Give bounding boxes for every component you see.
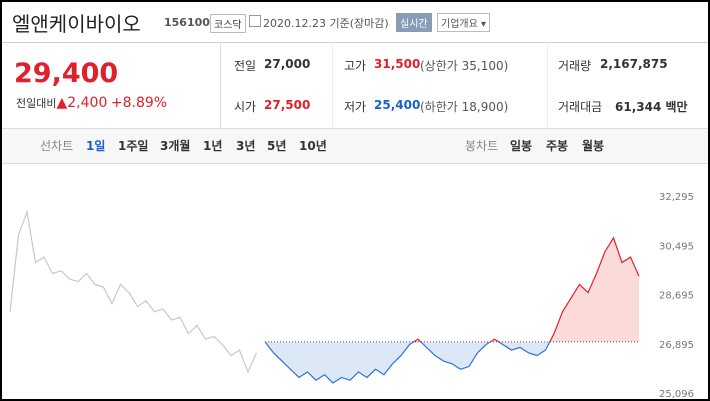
y-tick-label: 26,895 <box>659 340 694 351</box>
divider <box>2 42 708 43</box>
tab-label: 선차트 <box>40 139 74 153</box>
tab-bar <box>2 128 708 164</box>
period-tab[interactable]: 1주일 <box>118 139 149 153</box>
quote-label: 저가 <box>344 100 367 114</box>
y-tick-label: 30,495 <box>659 241 694 252</box>
change-rate: +8.89% <box>110 95 168 111</box>
stock-code: 156100 <box>164 16 210 29</box>
quote-value: 31,500 <box>374 57 421 71</box>
period-tab[interactable]: 5년 <box>267 139 287 153</box>
period-tab[interactable]: 3개월 <box>160 139 191 153</box>
y-tick-label: 28,695 <box>659 291 694 302</box>
candle-tab[interactable]: 일봉 <box>510 139 533 153</box>
quote-label: 전일 <box>234 59 257 73</box>
divider <box>220 42 221 128</box>
price-line <box>264 236 640 384</box>
date: 2020.12.23 기준(장마감) <box>263 15 389 31</box>
change-label: 전일대비 <box>16 97 57 110</box>
change-amount: 2,400 <box>67 95 108 111</box>
quote-value: 2,167,875 <box>600 57 668 71</box>
quote-value: 27,000 <box>264 57 311 71</box>
realtime-button[interactable]: 실시간 <box>396 13 432 32</box>
divider <box>547 42 548 128</box>
change-value: ▲2,400 <box>56 95 108 111</box>
period-tab[interactable]: 3년 <box>236 139 256 153</box>
quote-value: 27,500 <box>264 98 311 112</box>
quote-label: 거래대금 <box>558 100 603 114</box>
current-price: 29,400 <box>14 58 119 89</box>
divider <box>332 42 333 128</box>
tab-label: 봉차트 <box>465 139 499 153</box>
quote-limit: (상한가 35,100) <box>420 59 509 73</box>
change-row: 전일대비▲2,400 +8.89% <box>16 95 167 111</box>
calendar-icon <box>249 15 261 27</box>
market-badge: 코스닥 <box>210 14 246 33</box>
quote-value: 25,400 <box>374 98 421 112</box>
overview-dropdown[interactable]: 기업개요 ▾ <box>437 13 491 32</box>
price-line <box>9 209 258 374</box>
y-tick-label: 32,295 <box>659 192 694 203</box>
quote-label: 고가 <box>344 59 367 73</box>
stock-name: 엘앤케이바이오 <box>12 12 141 36</box>
period-tab[interactable]: 1년 <box>203 139 223 153</box>
period-tab[interactable]: 10년 <box>299 139 327 153</box>
overview-label: 기업개요 <box>441 19 478 30</box>
candle-tab[interactable]: 월봉 <box>582 139 605 153</box>
date-basis: 기준(장마감) <box>329 17 389 30</box>
quote-label: 거래량 <box>558 59 592 73</box>
quote-label: 시가 <box>234 100 257 114</box>
period-tab[interactable]: 1일 <box>86 139 106 153</box>
date-value: 2020.12.23 <box>263 17 326 30</box>
candle-tab[interactable]: 주봉 <box>546 139 569 153</box>
y-tick-label: 25,096 <box>659 389 694 399</box>
price-area <box>265 237 639 383</box>
quote-limit: (하한가 18,900) <box>420 100 509 114</box>
quote-value: 61,344 백만 <box>615 100 688 114</box>
